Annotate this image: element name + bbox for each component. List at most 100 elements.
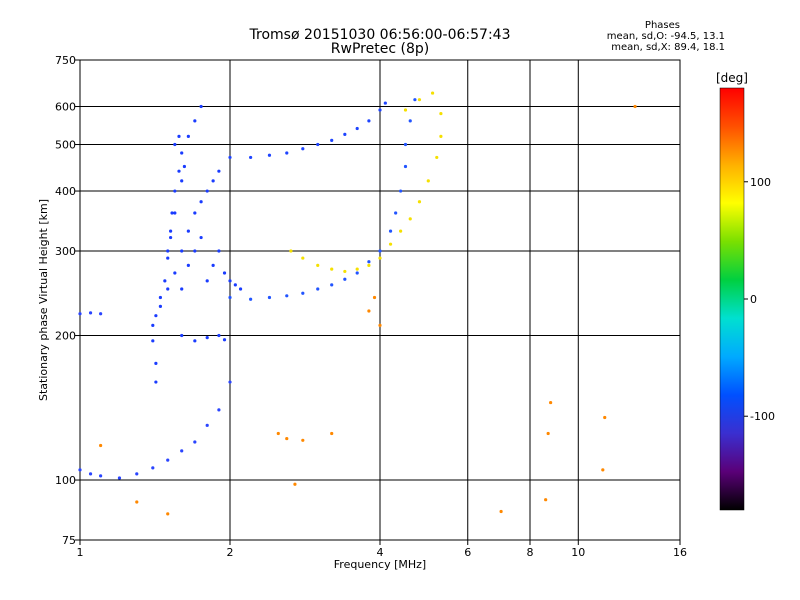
data-point (388, 242, 393, 246)
data-point (78, 468, 82, 472)
data-point (544, 498, 548, 502)
data-point (601, 468, 605, 472)
data-point (439, 134, 443, 138)
data-point (633, 104, 637, 109)
data-point (343, 277, 347, 281)
data-point (170, 211, 174, 215)
data-point (289, 249, 293, 253)
data-point (546, 431, 550, 436)
data-point (222, 338, 227, 342)
data-point (408, 217, 412, 221)
data-point (173, 142, 177, 147)
data-point (355, 126, 359, 131)
data-point (186, 229, 190, 233)
y-tick-label: 300 (55, 245, 76, 258)
data-point (249, 297, 253, 301)
data-point (435, 155, 439, 160)
data-point (343, 132, 347, 136)
data-point (199, 104, 203, 109)
data-point (301, 438, 305, 442)
data-point (367, 260, 371, 264)
data-point (135, 500, 139, 504)
data-point (372, 295, 377, 300)
series-5 (99, 104, 637, 516)
x-tick-label: 10 (571, 546, 585, 559)
data-point (301, 147, 305, 151)
x-axis-label: Frequency [MHz] (334, 558, 426, 571)
y-tick-label: 500 (55, 139, 76, 152)
colorbar (719, 87, 745, 511)
data-point (193, 440, 197, 444)
data-point (151, 339, 155, 343)
data-point (166, 256, 170, 260)
data-point (388, 229, 393, 233)
data-point (186, 134, 190, 138)
data-point (413, 98, 417, 102)
colorbar-tick-label: -100 (750, 410, 775, 423)
data-point (193, 339, 197, 343)
data-point (205, 189, 209, 193)
data-point (408, 119, 412, 123)
data-point (151, 323, 155, 327)
data-point (158, 304, 163, 309)
data-point (193, 249, 197, 253)
data-point (78, 312, 82, 316)
data-point (154, 314, 158, 318)
data-point (158, 295, 163, 300)
data-point (267, 295, 272, 300)
legend-line-o: mean, sd,O: -94.5, 13.1 (606, 31, 725, 42)
data-point (180, 179, 184, 183)
x-tick-label: 8 (527, 546, 534, 559)
data-point (186, 263, 190, 267)
data-point (394, 211, 398, 215)
y-tick-label: 100 (55, 474, 76, 487)
data-point (228, 279, 232, 283)
data-point (99, 312, 103, 316)
data-point (217, 333, 221, 338)
y-tick-label: 600 (55, 101, 76, 114)
data-point (439, 111, 443, 116)
chart-title: Tromsø 20151030 06:56:00-06:57:43 (249, 27, 511, 43)
data-point (330, 267, 334, 271)
data-point (330, 431, 334, 436)
data-point (177, 169, 181, 173)
data-point (88, 311, 93, 315)
data-point (205, 279, 209, 283)
colorbar-tick-label: 0 (750, 293, 757, 306)
data-point (316, 263, 320, 267)
data-point (228, 380, 232, 384)
data-point (166, 512, 170, 516)
data-point (330, 138, 334, 142)
data-point (99, 443, 103, 448)
data-point (169, 235, 173, 240)
data-point (249, 155, 253, 160)
legend-title: Phases (644, 20, 680, 31)
series-4 (78, 311, 232, 480)
data-point (228, 295, 232, 300)
data-point (117, 476, 122, 480)
data-point (403, 142, 408, 147)
data-point (603, 415, 607, 420)
data-point (378, 249, 382, 253)
data-point (99, 474, 103, 478)
data-point (180, 333, 184, 338)
data-point (330, 283, 334, 287)
chart-subtitle: RwPretec (8p) (330, 41, 430, 57)
data-point (199, 200, 203, 204)
data-point (285, 294, 289, 298)
data-point (403, 108, 408, 112)
data-point (205, 336, 209, 340)
colorbar-tick-label: 100 (750, 176, 771, 189)
data-point (151, 466, 155, 470)
data-point (355, 267, 359, 271)
data-point (180, 287, 184, 291)
data-point (316, 287, 320, 291)
data-point (233, 283, 237, 287)
data-point (193, 119, 197, 123)
y-axis-label: Stationary phase Virtual Height [km] (37, 199, 50, 401)
data-point (217, 249, 221, 253)
y-tick-label: 200 (55, 330, 76, 343)
data-point (205, 423, 209, 427)
series-2 (228, 101, 387, 160)
x-tick-label: 16 (673, 546, 687, 559)
